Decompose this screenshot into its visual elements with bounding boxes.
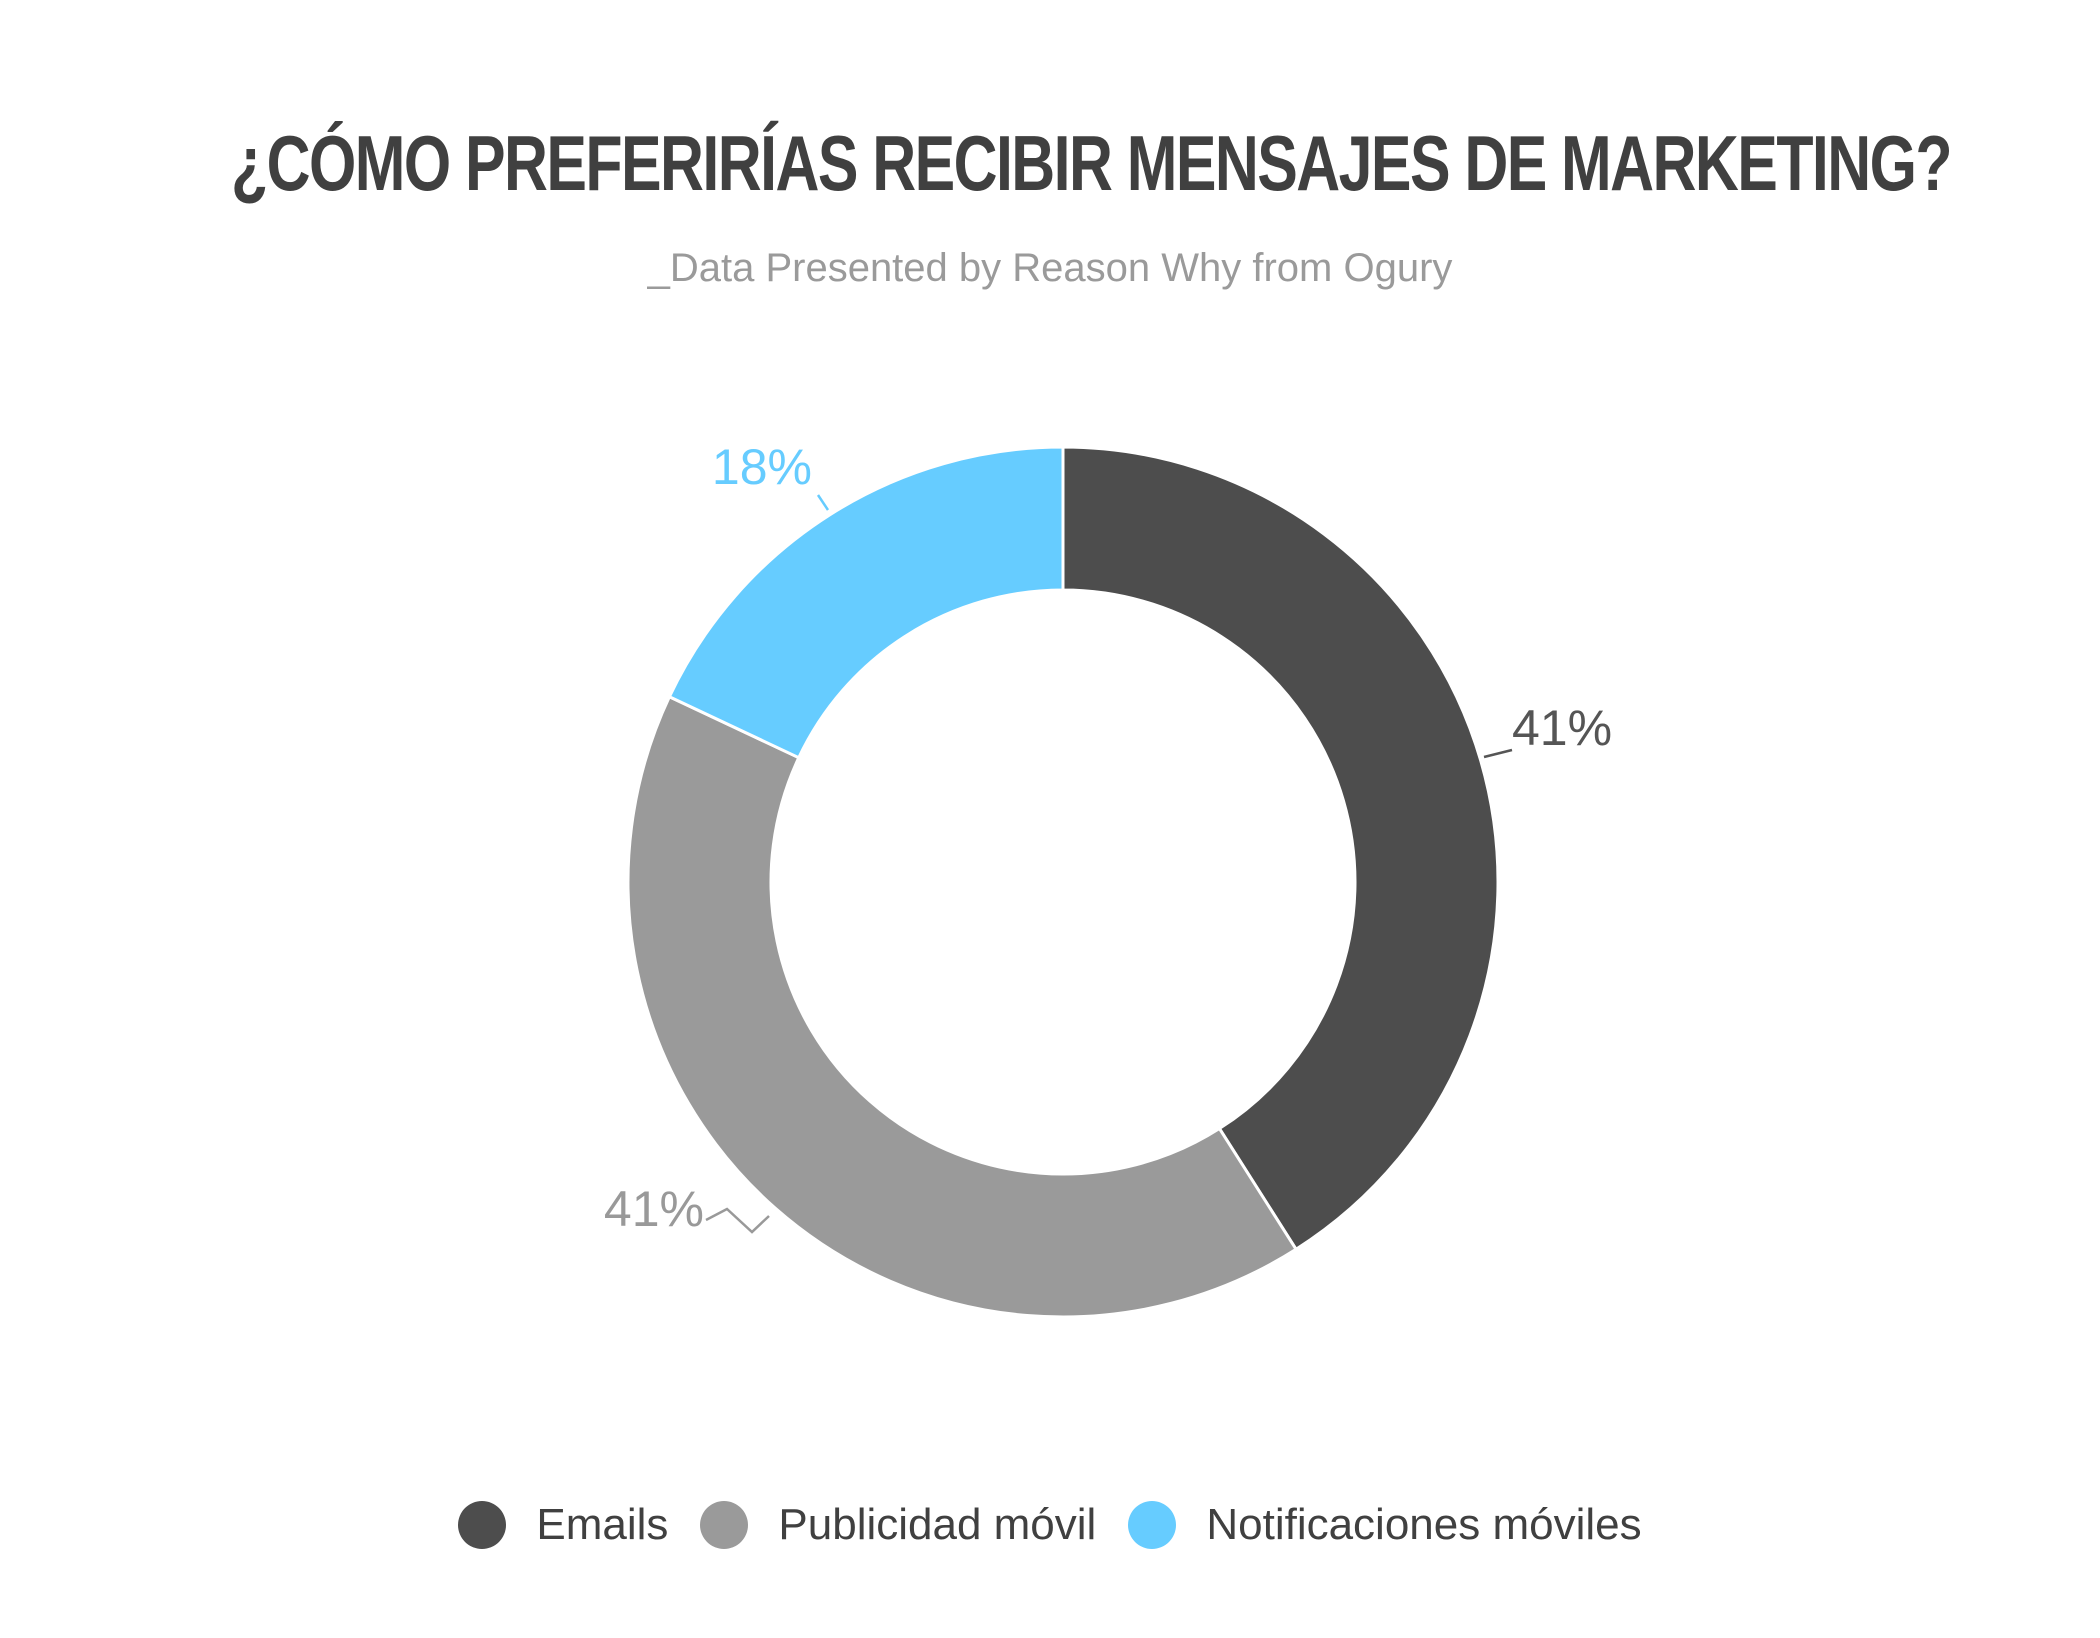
- slice-emails: [1061, 445, 1500, 1252]
- legend-label-notificaciones-moviles: Notificaciones móviles: [1206, 1500, 1642, 1549]
- legend-label-emails: Emails: [536, 1500, 669, 1549]
- data-label-emails: 41%: [1512, 700, 1612, 756]
- data-label-publicidad-movil: 41%: [604, 1181, 704, 1237]
- data-label-notificaciones-moviles: 18%: [712, 439, 812, 495]
- legend-item-publicidad-movil: Publicidad móvil: [700, 1500, 1096, 1550]
- legend-swatch-notificaciones-moviles: [1128, 1501, 1177, 1549]
- chart-title: ¿CÓMO PREFERIRÍAS RECIBIR MENSAJES DE MA…: [231, 119, 1953, 207]
- slice-publicidad-movil: [626, 694, 1299, 1319]
- chart-subtitle: _Data Presented by Reason Why from Ogury: [647, 246, 1453, 290]
- legend-swatch-publicidad-movil: [700, 1501, 749, 1549]
- legend-label-publicidad-movil: Publicidad móvil: [778, 1500, 1097, 1549]
- leader-line-publicidad-movil: [705, 1207, 770, 1234]
- leader-line-notificaciones-moviles: [816, 494, 830, 511]
- legend-item-notificaciones-moviles: Notificaciones móviles: [1128, 1500, 1642, 1550]
- slice-notificaciones-moviles: [667, 445, 1065, 760]
- legend-swatch-emails: [458, 1501, 507, 1549]
- leader-line-emails: [1483, 748, 1513, 759]
- legend-item-emails: Emails: [458, 1500, 668, 1550]
- chart-legend: Emails Publicidad móvil Notificaciones m…: [0, 1500, 2100, 1550]
